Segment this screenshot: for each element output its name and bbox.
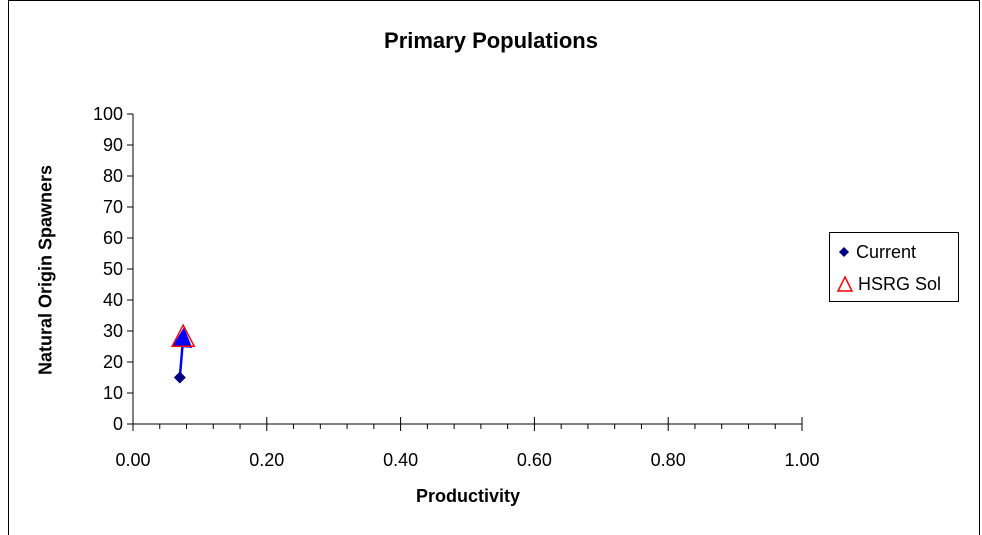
legend-item-current: Current — [836, 240, 916, 264]
y-tick-label: 80 — [103, 166, 123, 186]
chart-title: Primary Populations — [384, 28, 598, 53]
x-tick-label: 0.40 — [383, 450, 418, 470]
y-tick-label: 100 — [93, 104, 123, 124]
y-tick-label: 60 — [103, 228, 123, 248]
x-tick-label: 1.00 — [784, 450, 819, 470]
chart-area — [8, 0, 980, 535]
legend-triangle-icon — [836, 275, 854, 292]
legend-diamond-icon — [839, 247, 849, 257]
x-axis-label: Productivity — [415, 486, 521, 506]
x-tick-label: 0.80 — [651, 450, 686, 470]
y-tick-label: 50 — [103, 259, 123, 279]
marks-group — [170, 323, 196, 384]
y-tick-label: 40 — [103, 290, 123, 310]
y-tick-label: 30 — [103, 321, 123, 341]
legend: Current HSRG Sol — [829, 232, 959, 302]
data-point-hsrg-sol — [170, 323, 196, 347]
y-tick-label: 0 — [113, 414, 123, 434]
axes-group: 0 10 20 30 40 50 60 70 80 90 100 0.00 0.20 0.40 0.60 0.… — [93, 104, 820, 470]
legend-label-hsrg-sol: HSRG Sol — [858, 273, 942, 294]
x-tick-label: 0.60 — [517, 450, 552, 470]
y-tick-label: 90 — [103, 135, 123, 155]
legend-item-hsrg-sol: HSRG Sol — [836, 272, 941, 296]
change-arrow — [172, 327, 193, 378]
y-tick-label: 20 — [103, 352, 123, 372]
legend-label-current: Current — [856, 241, 917, 262]
y-tick-label: 10 — [103, 383, 123, 403]
x-tick-label: 0.20 — [249, 450, 284, 470]
data-point-current — [173, 371, 186, 384]
y-tick-label: 70 — [103, 197, 123, 217]
x-tick-label: 0.00 — [115, 450, 150, 470]
